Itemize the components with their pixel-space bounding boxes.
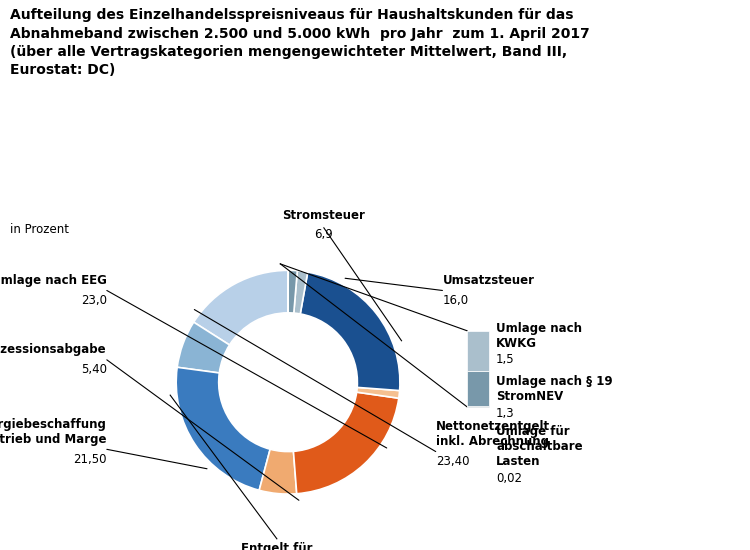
Wedge shape (176, 367, 270, 490)
Bar (467, 371, 490, 406)
Wedge shape (294, 271, 307, 314)
Wedge shape (177, 322, 230, 373)
Text: 6,9: 6,9 (314, 228, 333, 241)
Text: 0,02: 0,02 (496, 472, 522, 485)
Text: Entgelt für
Messung und
Messstellenbetrieb: Entgelt für Messung und Messstellenbetri… (213, 542, 340, 550)
Text: Umlage nach
KWKG: Umlage nach KWKG (496, 322, 582, 350)
Wedge shape (293, 392, 399, 494)
Text: Umlage nach § 19
StromNEV: Umlage nach § 19 StromNEV (496, 376, 613, 404)
Wedge shape (288, 271, 297, 313)
Text: Energiebeschaffung
Vertrieb und Marge: Energiebeschaffung Vertrieb und Marge (0, 418, 106, 446)
Text: 23,40: 23,40 (436, 455, 470, 468)
Bar (467, 331, 490, 371)
Text: 21,50: 21,50 (74, 453, 106, 466)
Text: Aufteilung des Einzelhandelsspreisniveaus für Haushaltskunden für das
Abnahmeban: Aufteilung des Einzelhandelsspreisniveau… (10, 8, 590, 78)
Text: 5,40: 5,40 (81, 363, 106, 376)
Text: Umlage für
abschaltbare
Lasten: Umlage für abschaltbare Lasten (496, 425, 583, 468)
Wedge shape (260, 449, 297, 494)
Text: 1,3: 1,3 (496, 407, 514, 420)
Text: Stromsteuer: Stromsteuer (283, 209, 365, 222)
Text: Umlage nach EEG: Umlage nach EEG (0, 274, 106, 287)
Wedge shape (194, 271, 288, 345)
Text: Konzessionsabgabe: Konzessionsabgabe (0, 343, 106, 356)
Wedge shape (357, 387, 400, 398)
Text: 23,0: 23,0 (81, 294, 106, 307)
Text: in Prozent: in Prozent (10, 223, 69, 236)
Text: 1,5: 1,5 (496, 353, 514, 366)
Wedge shape (300, 272, 400, 390)
Text: 16,0: 16,0 (442, 294, 469, 307)
Text: Nettonetzentgelt
inkl. Abrechnung: Nettonetzentgelt inkl. Abrechnung (436, 420, 550, 448)
Text: Umsatzsteuer: Umsatzsteuer (442, 274, 535, 287)
